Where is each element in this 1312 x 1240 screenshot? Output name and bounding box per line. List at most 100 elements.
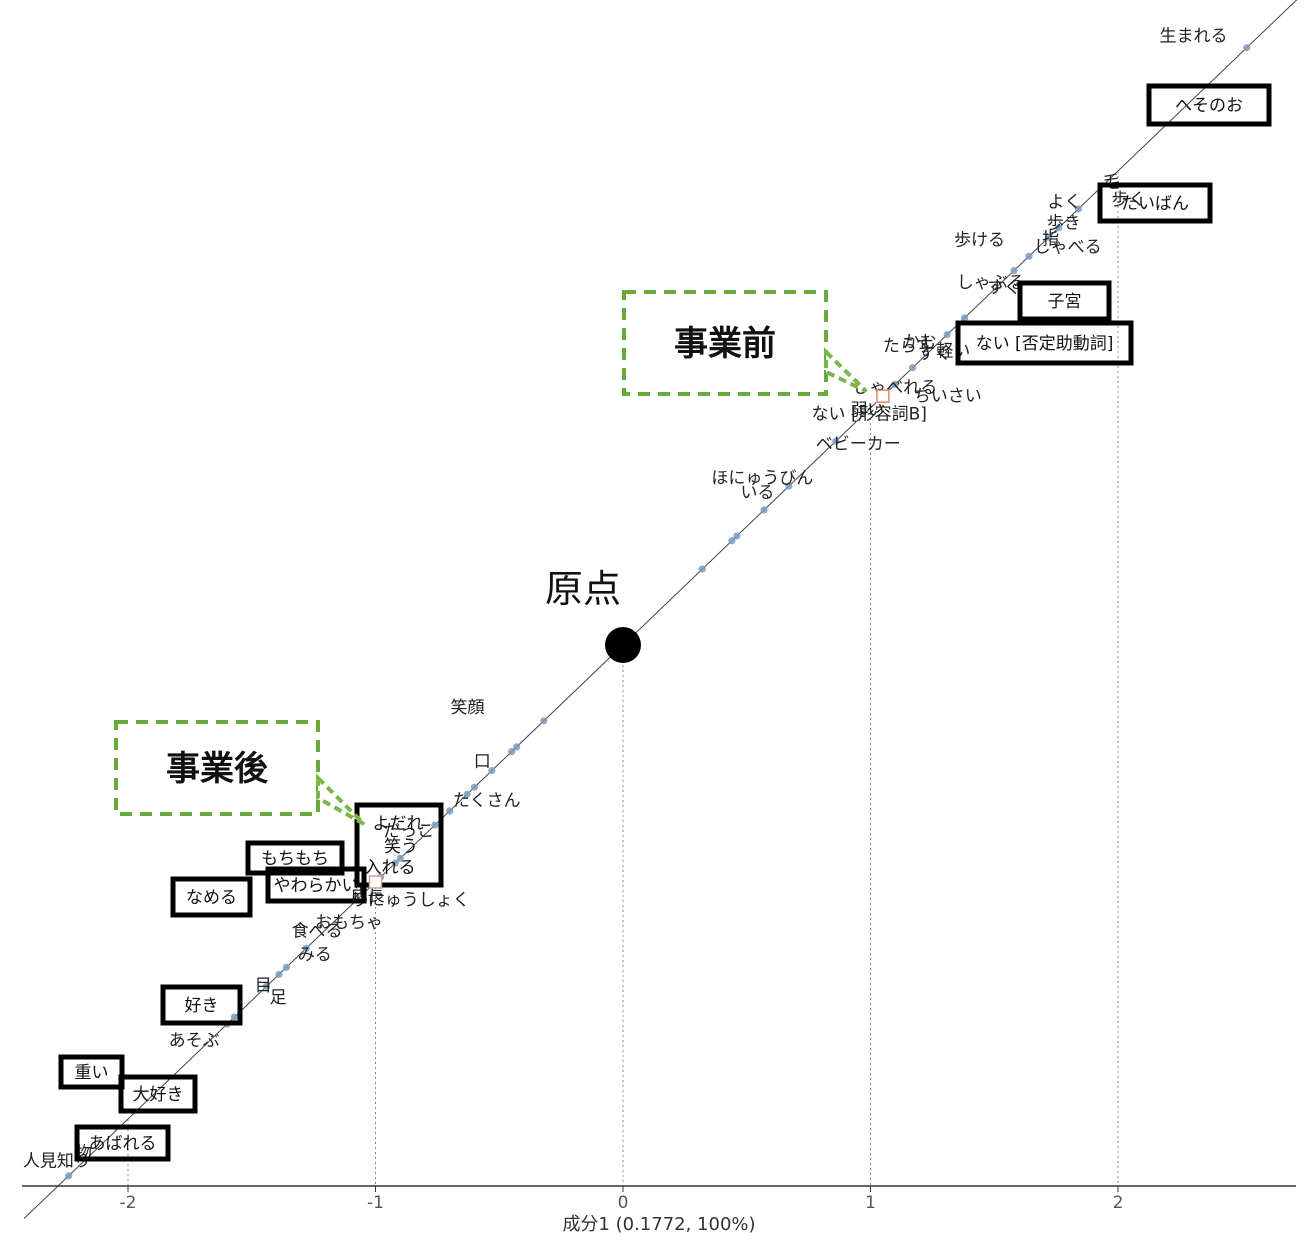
highlight-box — [74, 1124, 171, 1162]
origin-dot — [605, 627, 641, 663]
data-point — [891, 380, 899, 388]
data-point — [1243, 44, 1251, 52]
highlighted-word-label: もちもち — [261, 849, 329, 869]
highlight-box — [58, 1054, 125, 1090]
x-tick-label: -1 — [367, 1193, 384, 1213]
word-label: たらす — [883, 336, 934, 356]
word-label: 足 — [270, 988, 287, 1008]
word-label: いる — [740, 483, 774, 503]
word-label: ない [形容詞B] — [812, 405, 927, 425]
vertical-grid-lines — [127, 171, 1119, 1186]
data-point — [470, 783, 479, 791]
highlighted-word-label: よだれ — [373, 814, 424, 834]
highlighted-word-label: あばれる — [89, 1134, 157, 1154]
highlight-box — [245, 840, 345, 876]
highlighted-word-label: ない [否定助動詞] — [976, 334, 1114, 354]
data-point — [65, 1172, 73, 1180]
word-label: 口 — [474, 752, 491, 772]
highlight-box — [160, 984, 243, 1026]
data-point — [733, 532, 741, 540]
callout-box — [114, 720, 320, 816]
data-point — [488, 767, 496, 775]
data-point — [396, 854, 404, 862]
word-label: おもちゃ — [315, 913, 383, 933]
word-label: しゃべれる — [852, 378, 937, 398]
data-point — [943, 330, 951, 339]
highlighted-word-label: 好き — [185, 996, 219, 1016]
highlight-box — [354, 802, 444, 888]
highlight-box — [170, 876, 253, 918]
highlighted-word-label: なめる — [186, 888, 237, 908]
word-label: 目 — [255, 976, 272, 996]
x-axis-title: 成分1 (0.1772, 100%) — [562, 1214, 755, 1235]
data-point — [263, 982, 271, 990]
word-label: あそぶ — [169, 1031, 220, 1051]
data-points — [65, 44, 1251, 1180]
word-label: たくさん — [453, 791, 521, 811]
highlighted-word-label: 入れる — [365, 858, 416, 878]
data-point — [302, 944, 310, 952]
word-label: すぐ — [987, 278, 1021, 298]
x-axis-ticks: -2 -1 0 1 2 — [120, 1186, 1124, 1213]
data-point — [1025, 252, 1033, 260]
highlight-box — [1146, 83, 1272, 127]
highlighted-word-label: へそのお — [1175, 96, 1243, 116]
before-marker — [876, 389, 890, 403]
data-point — [960, 314, 969, 322]
data-point — [1074, 205, 1082, 213]
data-point — [698, 565, 706, 573]
origin-marker: 原点 — [545, 567, 641, 663]
callout-box — [622, 290, 828, 396]
data-point — [282, 963, 290, 971]
highlighted-word-label: やわらかい — [274, 876, 359, 896]
data-point — [1055, 224, 1063, 232]
data-point — [431, 821, 439, 829]
word-label: 生まれる — [1160, 27, 1228, 47]
x-tick-label: 0 — [618, 1193, 629, 1213]
data-point — [540, 717, 548, 725]
data-point — [832, 437, 840, 445]
origin-label: 原点 — [545, 567, 621, 611]
word-label: 歩く — [1112, 190, 1146, 210]
highlighted-word-label: 子宮 — [1048, 292, 1082, 312]
highlight-box — [1097, 182, 1213, 224]
word-label: しゃべる — [1034, 238, 1102, 258]
word-label: 笑顔 — [451, 698, 485, 718]
data-point — [391, 859, 399, 867]
word-label: 指 — [1042, 229, 1059, 249]
word-label: 人見知り — [23, 1152, 91, 1172]
x-tick-label: 2 — [1113, 1193, 1124, 1213]
highlighted-word-label: 笑う — [384, 837, 418, 857]
x-tick-label: -2 — [120, 1193, 137, 1213]
data-point — [512, 743, 521, 751]
word-label: 食べる — [292, 922, 343, 942]
data-point — [1010, 266, 1018, 275]
word-labels: 生まれるおもらし指歩く歩けるよく毛しゃぶる歩きすぐたらすしゃべるかむ弱いすぐ軽い… — [23, 27, 1228, 1172]
word-label: 弱い — [850, 400, 884, 420]
callout-pointer — [824, 347, 868, 393]
word-label: かむ — [903, 333, 937, 353]
data-point — [230, 1013, 239, 1021]
word-label: しゃぶる — [957, 273, 1025, 293]
highlight-box — [955, 320, 1134, 366]
data-point — [275, 970, 283, 979]
data-point — [446, 807, 454, 815]
data-point — [463, 790, 471, 798]
word-label: 軽い — [936, 341, 970, 361]
data-point — [508, 748, 516, 756]
x-tick-label: 1 — [865, 1193, 876, 1213]
callout-label: 事業後 — [166, 749, 269, 789]
after-marker — [368, 875, 383, 889]
word-label: ベビーカー — [816, 435, 901, 455]
callout-label: 事業前 — [674, 324, 776, 364]
data-point — [785, 482, 793, 490]
data-point — [728, 537, 736, 545]
word-label: ちいさい — [914, 387, 982, 407]
highlighted-word-label: 大好き — [133, 1085, 184, 1105]
x-axis: -2 -1 0 1 2 成分1 (0.1772, 100%) — [22, 1185, 1296, 1235]
word-label: よく — [1047, 193, 1081, 213]
word-label: 歩き — [1047, 214, 1081, 234]
